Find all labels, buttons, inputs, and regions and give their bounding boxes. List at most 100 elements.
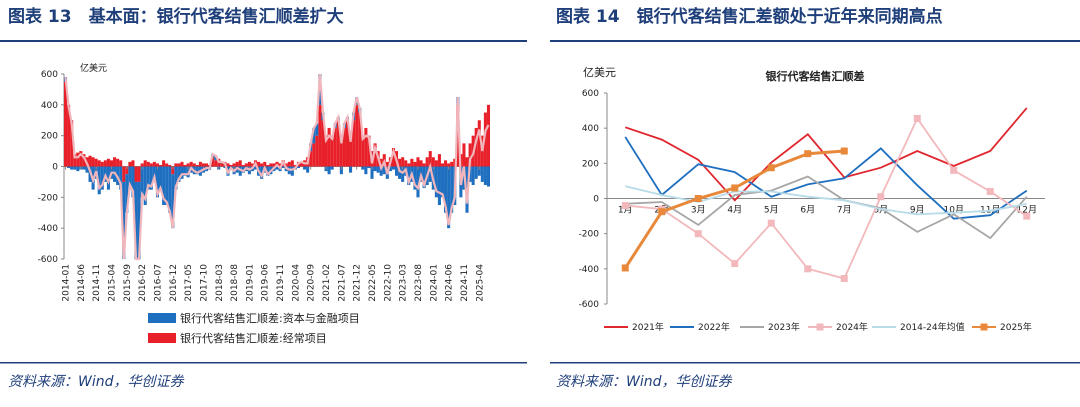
bar [180, 161, 184, 167]
bar [324, 135, 328, 167]
x-tick-label: 7月 [837, 205, 852, 216]
x-tick-label: 9月 [910, 205, 925, 216]
bar [76, 166, 80, 172]
bar [419, 160, 423, 167]
marker [804, 265, 812, 273]
bar [64, 81, 68, 167]
bar [275, 166, 279, 170]
bar [165, 166, 169, 206]
bar [165, 163, 169, 167]
source-rule [550, 362, 1080, 364]
bar [434, 166, 438, 198]
bar [370, 166, 374, 179]
source: 资料来源：Wind，华创证券 [8, 374, 184, 390]
bar [113, 157, 117, 167]
bar [195, 166, 199, 175]
bar [361, 166, 365, 170]
bar [410, 158, 414, 167]
bar [330, 135, 334, 167]
bar [137, 181, 141, 259]
bar [401, 157, 405, 167]
bar [413, 161, 417, 167]
bar [266, 166, 270, 176]
bar [260, 163, 264, 167]
bar [361, 135, 365, 167]
x-tick-label: 2018-08 [230, 264, 240, 302]
bar [318, 104, 322, 167]
bar [379, 166, 383, 176]
marker [767, 164, 775, 172]
bar [480, 166, 484, 182]
y-tick-label: 600 [582, 89, 599, 99]
bar [315, 123, 319, 136]
legend-label: 2014-24年均值 [900, 321, 965, 333]
bar [140, 166, 144, 198]
bar [486, 104, 490, 167]
bar [477, 166, 481, 176]
bar [428, 166, 432, 182]
bar [94, 158, 98, 167]
marker [731, 184, 739, 192]
bar [106, 166, 110, 190]
bar [333, 127, 337, 167]
x-tick-label: 2020-04 [291, 264, 301, 302]
bar [391, 166, 395, 170]
bar [456, 104, 460, 167]
bar [367, 135, 371, 167]
bar [211, 157, 215, 167]
bar [394, 166, 399, 176]
total-line [64, 73, 490, 261]
bar [250, 163, 255, 167]
bar [468, 143, 472, 167]
bar [254, 166, 258, 170]
bar [183, 164, 187, 167]
bar [137, 166, 141, 182]
bar [306, 166, 310, 173]
bar [100, 161, 104, 167]
y-axis-title: 亿美元 [583, 66, 616, 79]
x-tick-label: 2021-12 [353, 264, 363, 302]
marker [840, 275, 848, 283]
bar [119, 166, 123, 190]
x-tick-label: 4月 [727, 205, 742, 216]
x-tick-label: 2014-06 [77, 264, 87, 302]
series-line [625, 116, 1028, 280]
bar [146, 161, 150, 167]
bar [122, 181, 126, 259]
bar [364, 127, 368, 167]
marker [694, 230, 702, 238]
bar [465, 157, 469, 167]
marker [950, 166, 958, 174]
bar [312, 127, 316, 144]
bar [189, 161, 193, 167]
bar [220, 163, 224, 167]
x-tick-label: 2024-01 [429, 264, 439, 302]
bar [152, 161, 156, 167]
x-tick-label: 2015-04 [108, 264, 118, 302]
bar [299, 161, 304, 167]
bar [198, 161, 202, 167]
bar [192, 163, 196, 167]
bar [303, 166, 307, 170]
bar [134, 181, 138, 259]
bar [309, 151, 313, 167]
x-tick-label: 2014-01 [62, 264, 72, 302]
bar [358, 112, 362, 167]
bar [171, 166, 175, 175]
marker [840, 147, 848, 155]
x-tick-label: 2015-09 [123, 264, 133, 302]
title-rule [0, 40, 527, 42]
bar [146, 166, 150, 190]
x-tick-label: 2017-10 [199, 264, 209, 302]
x-tick-label: 2018-03 [215, 264, 225, 302]
bar [315, 135, 319, 167]
chart-title: 银行代客结售汇顺差 [766, 69, 865, 83]
bar [431, 157, 435, 167]
legend-label: 2022年 [698, 321, 730, 333]
bar [355, 104, 359, 167]
bar [290, 160, 294, 167]
bar [447, 163, 451, 167]
bar [416, 157, 420, 167]
bar [155, 163, 160, 167]
bar [407, 166, 411, 185]
